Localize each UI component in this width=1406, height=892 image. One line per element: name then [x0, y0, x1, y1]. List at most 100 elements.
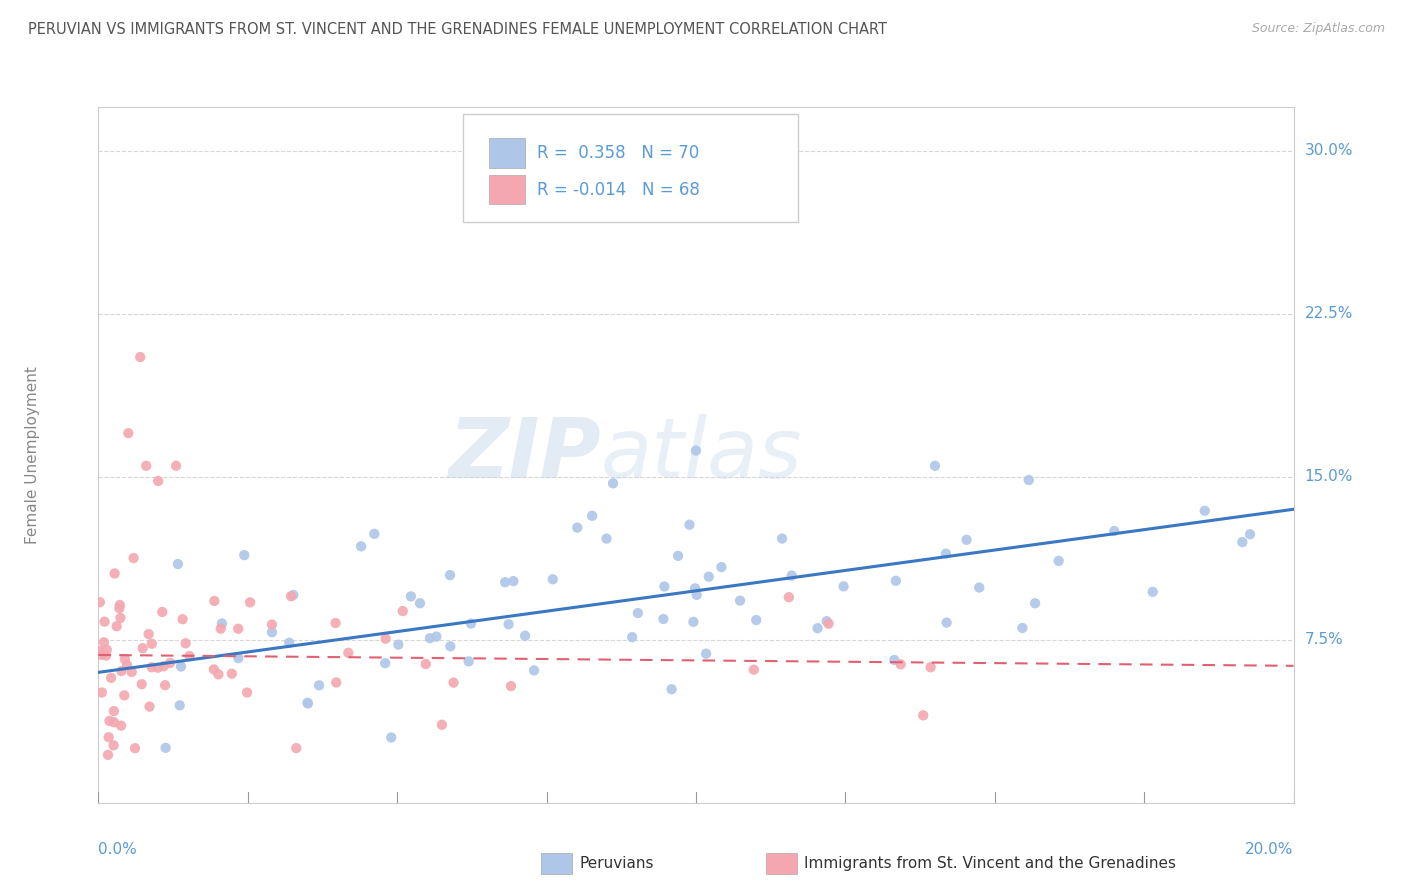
Point: [685, 443, 707, 458]
Point: [90, 648, 112, 662]
Point: [832, 579, 855, 593]
Point: [890, 657, 912, 672]
Point: [98, 714, 121, 728]
Point: [97, 730, 120, 744]
Point: [122, 551, 145, 566]
Point: [104, 566, 127, 581]
Point: [97, 747, 120, 762]
Point: [581, 508, 603, 523]
Point: [595, 532, 617, 546]
Point: [627, 606, 650, 620]
Point: [498, 617, 520, 632]
Point: [233, 548, 256, 562]
Point: [695, 647, 717, 661]
Point: [170, 659, 193, 673]
Point: [337, 646, 360, 660]
Point: [148, 474, 170, 488]
Text: Source: ZipAtlas.com: Source: ZipAtlas.com: [1251, 22, 1385, 36]
Point: [135, 458, 157, 473]
Point: [778, 591, 800, 605]
Point: [652, 612, 675, 626]
Text: 22.5%: 22.5%: [1305, 306, 1353, 321]
Point: [260, 617, 283, 632]
Point: [297, 697, 319, 711]
Point: [179, 648, 201, 663]
Point: [967, 581, 990, 595]
Point: [1011, 621, 1033, 635]
Point: [325, 615, 347, 630]
Point: [920, 660, 942, 674]
Point: [260, 625, 283, 640]
Point: [415, 657, 437, 671]
Point: [112, 689, 135, 703]
Point: [374, 656, 396, 670]
Point: [129, 350, 152, 364]
Point: [682, 615, 704, 629]
Text: Female Unemployment: Female Unemployment: [25, 366, 41, 544]
Point: [1232, 535, 1254, 549]
Point: [141, 637, 163, 651]
Point: [108, 601, 131, 615]
Point: [363, 526, 385, 541]
Point: [138, 627, 160, 641]
Point: [780, 568, 803, 582]
Point: [103, 715, 125, 730]
Text: 20.0%: 20.0%: [1246, 842, 1294, 856]
Text: R = -0.014   N = 68: R = -0.014 N = 68: [537, 181, 700, 199]
Point: [399, 590, 422, 604]
Point: [430, 718, 453, 732]
Point: [883, 653, 905, 667]
Point: [110, 611, 132, 625]
Text: atlas: atlas: [600, 415, 801, 495]
Point: [661, 682, 683, 697]
FancyBboxPatch shape: [489, 175, 524, 204]
Point: [654, 580, 676, 594]
Point: [228, 651, 250, 665]
Point: [146, 661, 169, 675]
Point: [110, 664, 132, 678]
Text: Immigrants from St. Vincent and the Grenadines: Immigrants from St. Vincent and the Gren…: [804, 856, 1177, 871]
Point: [221, 666, 243, 681]
FancyBboxPatch shape: [463, 114, 797, 222]
Point: [637, 209, 659, 223]
Point: [806, 621, 828, 635]
Point: [105, 619, 128, 633]
Point: [380, 731, 402, 745]
Point: [96, 642, 118, 657]
Point: [1142, 585, 1164, 599]
Point: [955, 533, 977, 547]
Point: [100, 671, 122, 685]
Point: [202, 662, 225, 676]
Point: [499, 679, 522, 693]
Point: [1239, 527, 1261, 541]
Point: [425, 630, 447, 644]
Point: [211, 616, 233, 631]
Point: [685, 588, 707, 602]
Point: [209, 622, 232, 636]
Point: [169, 698, 191, 713]
Point: [91, 685, 114, 699]
Point: [391, 604, 413, 618]
Text: 30.0%: 30.0%: [1305, 143, 1353, 158]
Point: [207, 667, 229, 681]
Point: [912, 708, 935, 723]
Point: [439, 640, 461, 654]
Point: [226, 622, 249, 636]
Point: [728, 593, 751, 607]
Point: [94, 648, 117, 663]
Point: [124, 741, 146, 756]
Point: [110, 719, 132, 733]
Point: [89, 644, 111, 658]
Point: [108, 598, 131, 612]
Point: [884, 574, 907, 588]
Point: [460, 616, 482, 631]
Point: [457, 654, 479, 668]
Point: [439, 568, 461, 582]
Point: [666, 549, 689, 563]
Point: [308, 678, 330, 692]
Point: [567, 521, 589, 535]
Point: [325, 675, 347, 690]
Point: [541, 572, 564, 586]
Point: [141, 660, 163, 674]
Point: [115, 657, 138, 672]
